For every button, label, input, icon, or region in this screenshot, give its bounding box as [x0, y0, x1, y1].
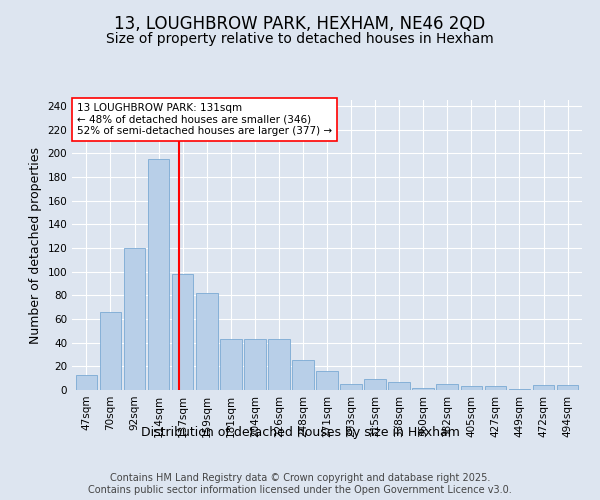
Bar [364, 380, 386, 390]
Text: Distribution of detached houses by size in Hexham: Distribution of detached houses by size … [140, 426, 460, 439]
Bar [220, 339, 242, 390]
Bar [244, 339, 266, 390]
Bar [292, 360, 314, 390]
Bar [485, 386, 506, 390]
Bar [268, 339, 290, 390]
Bar [340, 384, 362, 390]
Bar [148, 159, 169, 390]
Bar [124, 248, 145, 390]
Bar [533, 386, 554, 390]
Bar [100, 312, 121, 390]
Bar [172, 274, 193, 390]
Text: Size of property relative to detached houses in Hexham: Size of property relative to detached ho… [106, 32, 494, 46]
Bar [196, 293, 218, 390]
Bar [412, 388, 434, 390]
Text: 13, LOUGHBROW PARK, HEXHAM, NE46 2QD: 13, LOUGHBROW PARK, HEXHAM, NE46 2QD [115, 15, 485, 33]
Bar [509, 389, 530, 390]
Bar [557, 386, 578, 390]
Bar [316, 371, 338, 390]
Text: 13 LOUGHBROW PARK: 131sqm
← 48% of detached houses are smaller (346)
52% of semi: 13 LOUGHBROW PARK: 131sqm ← 48% of detac… [77, 103, 332, 136]
Bar [388, 382, 410, 390]
Text: Contains HM Land Registry data © Crown copyright and database right 2025.
Contai: Contains HM Land Registry data © Crown c… [88, 474, 512, 495]
Bar [76, 374, 97, 390]
Bar [461, 386, 482, 390]
Bar [436, 384, 458, 390]
Y-axis label: Number of detached properties: Number of detached properties [29, 146, 42, 344]
